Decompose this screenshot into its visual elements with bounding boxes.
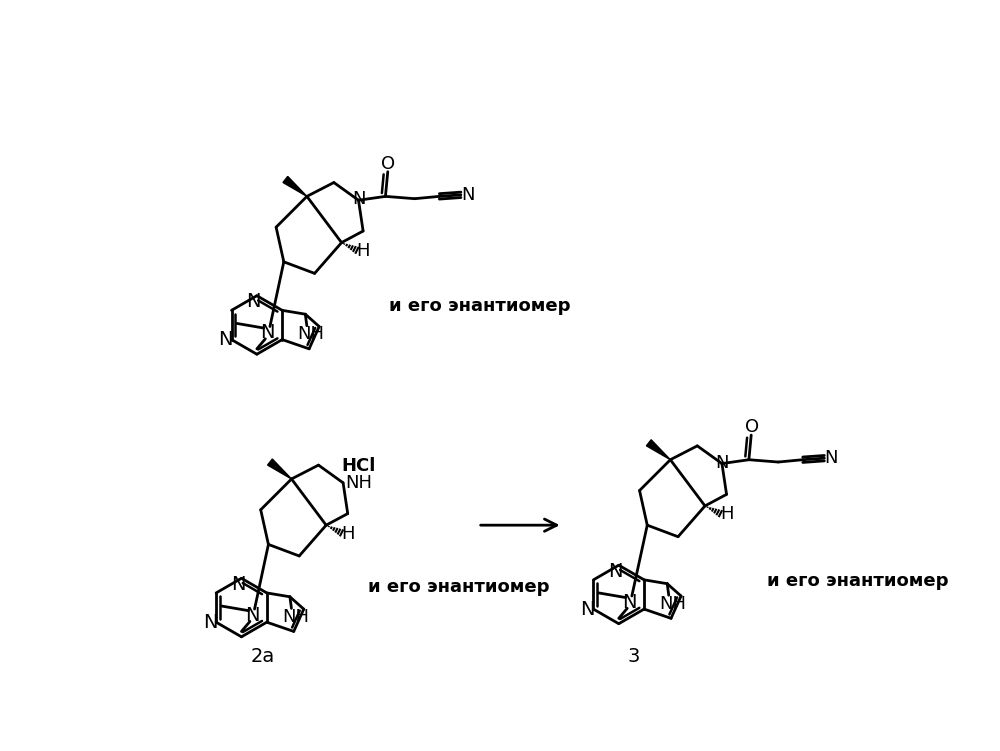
Text: H: H [356, 242, 370, 260]
Text: NH: NH [297, 325, 324, 343]
Text: N: N [825, 449, 838, 467]
Text: 3: 3 [628, 647, 640, 665]
Text: O: O [381, 155, 396, 173]
Text: и его энантиомер: и его энантиомер [767, 572, 948, 590]
Text: N: N [608, 562, 623, 581]
Text: и его энантиомер: и его энантиомер [368, 578, 549, 596]
Text: N: N [461, 185, 475, 204]
Text: H: H [341, 525, 354, 543]
Polygon shape [646, 440, 670, 460]
Text: NH: NH [282, 608, 309, 626]
Text: N: N [715, 454, 729, 472]
Text: и его энантиомер: и его энантиомер [389, 297, 571, 315]
Text: NH: NH [659, 595, 686, 613]
Text: N: N [203, 613, 217, 632]
Text: 2a: 2a [250, 647, 274, 665]
Text: N: N [218, 330, 233, 349]
Text: N: N [245, 606, 259, 625]
Text: HCl: HCl [341, 457, 376, 475]
Polygon shape [268, 459, 292, 479]
Text: NH: NH [345, 474, 372, 492]
Text: N: N [231, 575, 246, 594]
Text: N: N [580, 599, 595, 619]
Text: N: N [622, 593, 637, 611]
Text: N: N [247, 292, 261, 312]
Polygon shape [283, 176, 307, 196]
Text: N: N [352, 191, 365, 209]
Text: N: N [260, 323, 275, 342]
Text: O: O [745, 418, 759, 436]
Text: H: H [720, 505, 733, 523]
